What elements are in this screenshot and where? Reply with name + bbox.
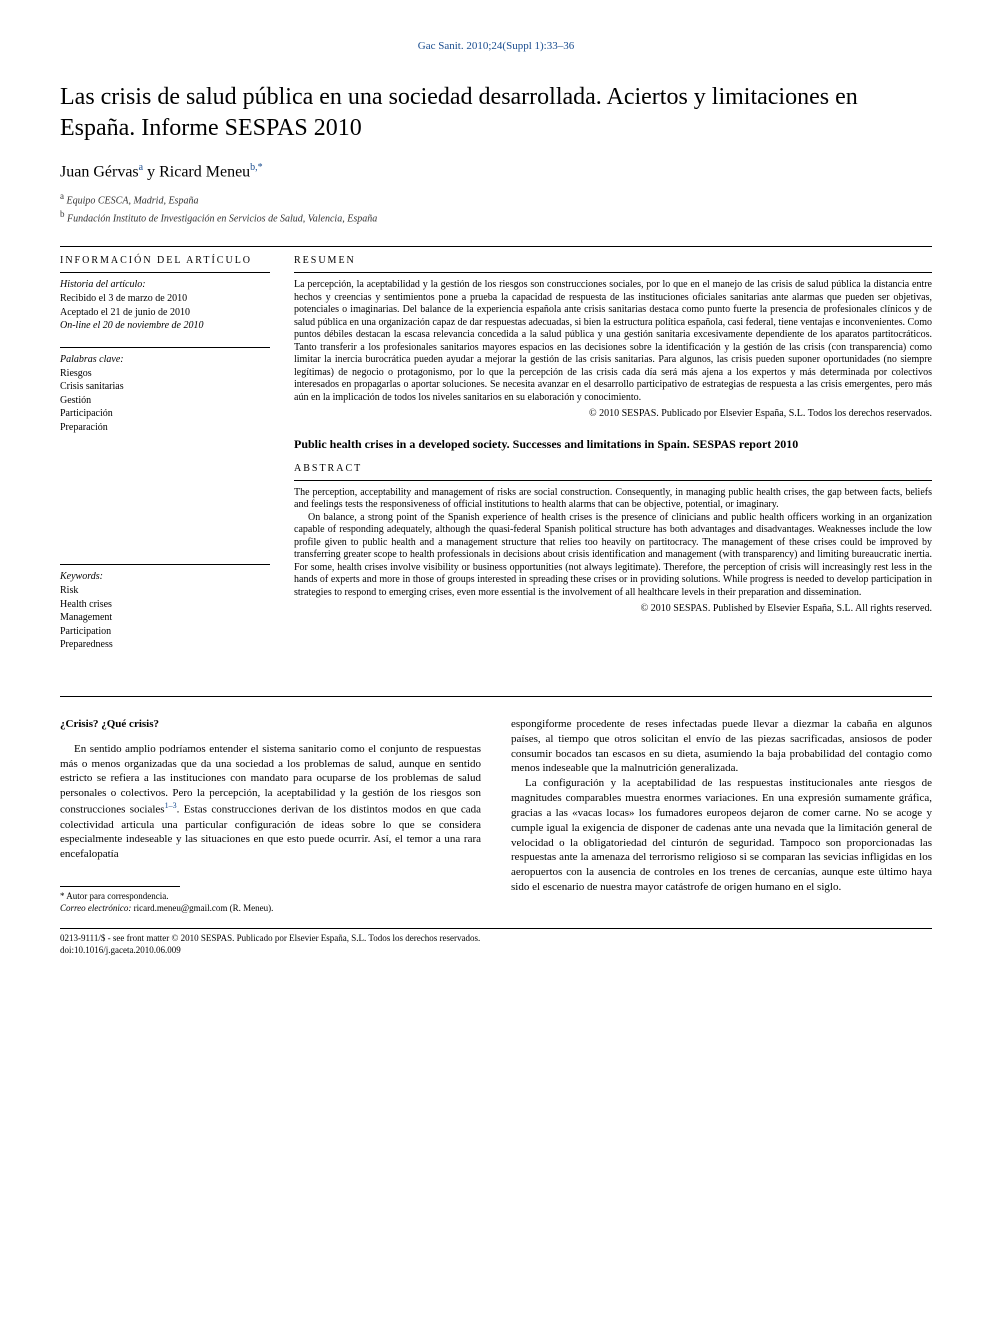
resumen-label: RESUMEN <box>294 255 932 266</box>
abstract-en-p1: The perception, acceptability and manage… <box>294 487 932 512</box>
body-col1-p1: En sentido amplio podríamos entender el … <box>60 742 481 862</box>
history-heading: Historia del artículo: <box>60 279 270 290</box>
footer-line2: doi:10.1016/j.gaceta.2010.06.009 <box>60 945 932 957</box>
kw-en-2: Management <box>60 611 270 625</box>
authors-line: Juan Gérvasa y Ricard Meneub,* <box>60 162 932 181</box>
body-col2-p2: La configuración y la aceptabilidad de l… <box>511 776 932 895</box>
kw-es-0: Riesgos <box>60 367 270 381</box>
divider-top <box>60 246 932 247</box>
abstract-en-p2: On balance, a strong point of the Spanis… <box>294 512 932 600</box>
divider-body <box>60 696 932 697</box>
author-2-sup: b,* <box>250 162 263 173</box>
article-title: Las crisis de salud pública en una socie… <box>60 82 932 144</box>
author-1: Juan Gérvas <box>60 164 139 181</box>
body-col-right: espongiforme procedente de reses infecta… <box>511 717 932 915</box>
footer-rule <box>60 928 932 929</box>
aff-b-marker: b <box>60 209 65 219</box>
footnote-corr: * Autor para correspondencia. <box>60 891 481 903</box>
body-ref-1-3[interactable]: 1–3 <box>165 801 177 810</box>
aff-b-text: Fundación Instituto de Investigación en … <box>67 213 377 224</box>
author-sep: y <box>143 164 159 181</box>
copyright-es: © 2010 SESPAS. Publicado por Elsevier Es… <box>294 408 932 419</box>
kw-en-4: Preparedness <box>60 638 270 652</box>
journal-reference: Gac Sanit. 2010;24(Suppl 1):33–36 <box>60 40 932 52</box>
info-label: INFORMACIÓN DEL ARTÍCULO <box>60 255 270 266</box>
kw-es-2: Gestión <box>60 394 270 408</box>
copyright-en: © 2010 SESPAS. Published by Elsevier Esp… <box>294 603 932 614</box>
body-col2-p1: espongiforme procedente de reses infecta… <box>511 717 932 776</box>
history-online: On-line el 20 de noviembre de 2010 <box>60 319 270 333</box>
history-received: Recibido el 3 de marzo de 2010 <box>60 292 270 306</box>
abstract-rule <box>294 480 932 481</box>
footnote-block: * Autor para correspondencia. Correo ele… <box>60 891 481 914</box>
keywords-en-block: Keywords: Risk Health crises Management … <box>60 564 270 652</box>
keywords-es-heading: Palabras clave: <box>60 354 270 365</box>
history-accepted: Aceptado el 21 de junio de 2010 <box>60 306 270 320</box>
kw-es-4: Preparación <box>60 421 270 435</box>
footnote-separator <box>60 886 180 887</box>
english-title: Public health crises in a developed soci… <box>294 437 932 453</box>
info-abstract-container: INFORMACIÓN DEL ARTÍCULO Historia del ar… <box>60 255 932 666</box>
footnote-email[interactable]: ricard.meneu@gmail.com (R. Meneu). <box>134 903 274 913</box>
body-columns: ¿Crisis? ¿Qué crisis? En sentido amplio … <box>60 717 932 915</box>
author-2: Ricard Meneu <box>159 164 250 181</box>
abstract-column: RESUMEN La percepción, la aceptabilidad … <box>294 255 932 666</box>
kw-en-3: Participation <box>60 625 270 639</box>
aff-a-marker: a <box>60 191 64 201</box>
keywords-es-block: Palabras clave: Riesgos Crisis sanitaria… <box>60 347 270 435</box>
body-col-left: ¿Crisis? ¿Qué crisis? En sentido amplio … <box>60 717 481 915</box>
affiliations: a Equipo CESCA, Madrid, España b Fundaci… <box>60 190 932 227</box>
kw-es-3: Participación <box>60 407 270 421</box>
resumen-text: La percepción, la aceptabilidad y la ges… <box>294 279 932 404</box>
kw-en-0: Risk <box>60 584 270 598</box>
body-heading: ¿Crisis? ¿Qué crisis? <box>60 717 481 732</box>
kw-es-1: Crisis sanitarias <box>60 380 270 394</box>
resumen-rule <box>294 272 932 273</box>
history-block: Historia del artículo: Recibido el 3 de … <box>60 272 270 333</box>
footnote-email-label: Correo electrónico: <box>60 903 131 913</box>
aff-a-text: Equipo CESCA, Madrid, España <box>67 195 199 206</box>
kw-en-1: Health crises <box>60 598 270 612</box>
article-info-column: INFORMACIÓN DEL ARTÍCULO Historia del ar… <box>60 255 270 666</box>
footer-line1: 0213-9111/$ - see front matter © 2010 SE… <box>60 933 932 945</box>
keywords-en-heading: Keywords: <box>60 571 270 582</box>
abstract-label: ABSTRACT <box>294 463 932 474</box>
